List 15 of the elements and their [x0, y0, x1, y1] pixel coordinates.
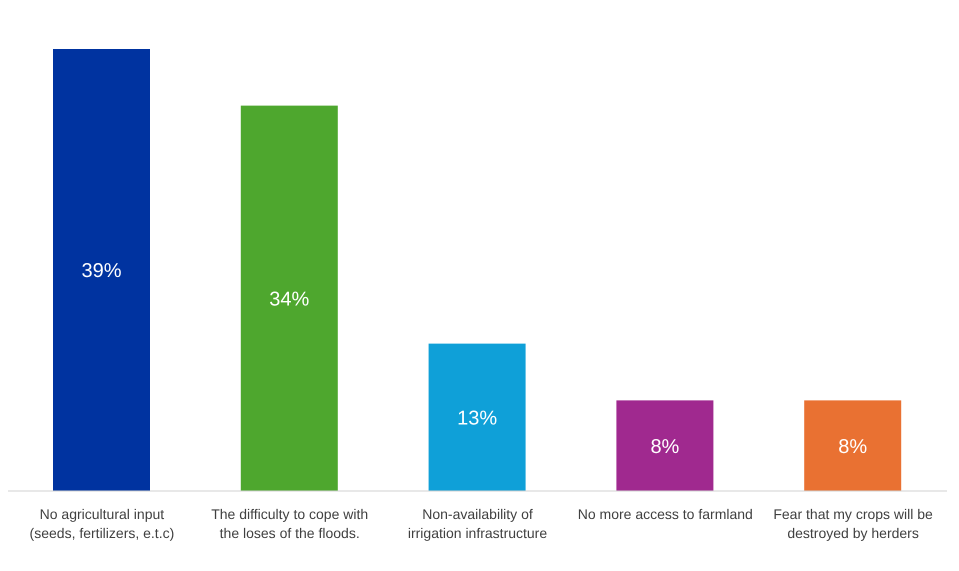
x-tick-label: No agricultural input (seeds, fertilizers, e.t.c): [30, 506, 174, 541]
bar: [428, 344, 526, 491]
bar: [616, 400, 714, 491]
data-label: 8%: [650, 436, 680, 458]
x-tick-label: The difficulty to cope with the loses of the floods.: [211, 506, 368, 541]
bar: [240, 106, 338, 491]
x-tick-label: No more access to farmland: [578, 506, 753, 522]
data-label: 13%: [457, 407, 498, 430]
x-tick-label: Non-availability of irrigation infrastructure: [408, 506, 548, 541]
x-tick-label: Fear that my crops will be destroyed by herders: [773, 506, 934, 541]
data-label: 34%: [269, 288, 310, 310]
bar: [804, 400, 902, 491]
data-label: 39%: [81, 260, 122, 282]
data-label: 8%: [838, 436, 868, 458]
bar: [53, 49, 150, 491]
